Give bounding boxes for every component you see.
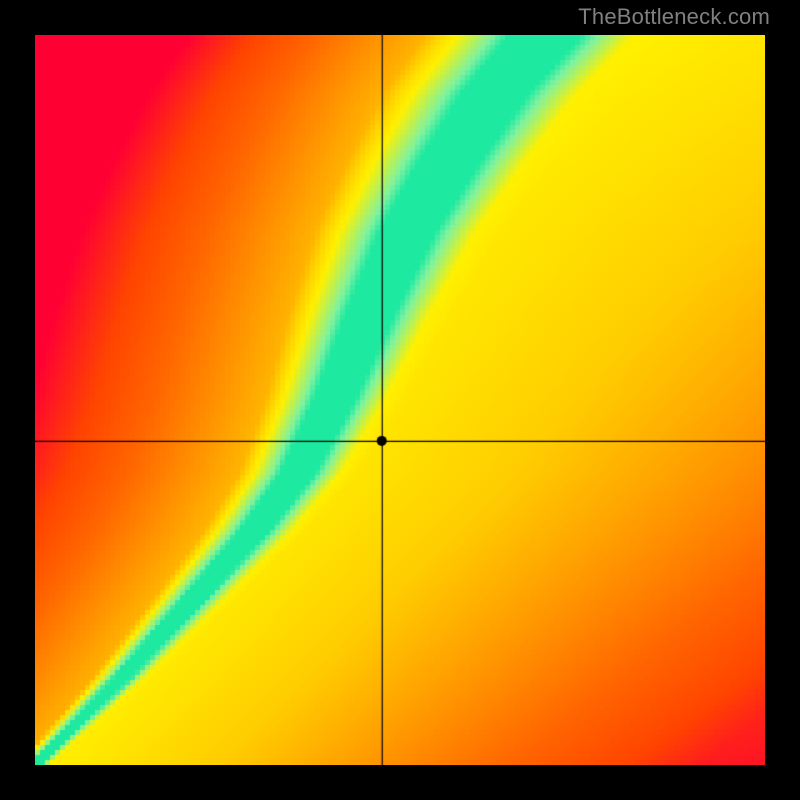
watermark-text: TheBottleneck.com: [578, 4, 770, 30]
chart-container: { "watermark": "TheBottleneck.com", "can…: [0, 0, 800, 800]
bottleneck-heatmap: [35, 35, 765, 765]
